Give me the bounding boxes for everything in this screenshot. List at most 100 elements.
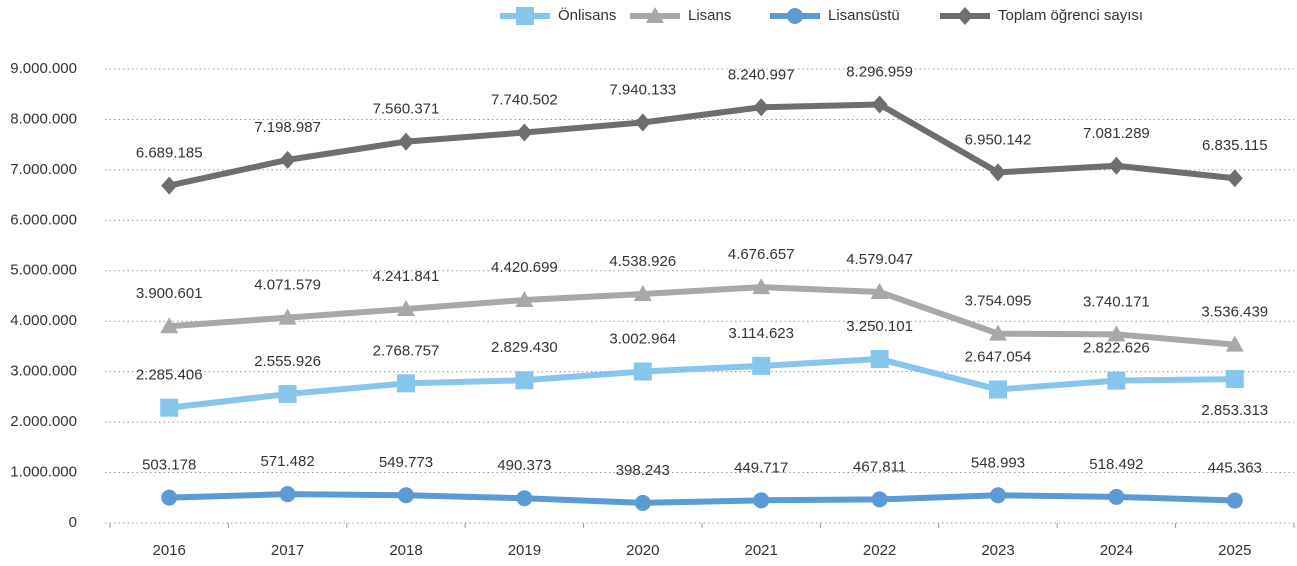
data-point [515,291,534,308]
data-point [752,356,771,375]
series-line [169,491,1235,506]
legend-label: Önlisans [558,6,616,24]
x-tick-label: 2016 [153,542,186,559]
data-label: 548.993 [971,454,1025,471]
data-point [1225,335,1244,352]
x-tick-label: 2022 [863,542,896,559]
data-point [1226,169,1243,188]
data-label: 2.768.757 [373,342,440,359]
data-label: 4.538.926 [609,253,676,270]
legend-label: Toplam öğrenci sayısı [998,7,1143,24]
data-point [870,350,889,369]
data-point [753,492,770,509]
data-label: 3.002.964 [609,330,676,347]
legend-label: Lisans [688,7,731,24]
x-tick-label: 2020 [626,542,659,559]
x-tick-label: 2017 [271,542,304,559]
data-point [1225,370,1244,389]
data-point [397,374,415,393]
data-label: 3.900.601 [136,285,203,302]
data-label: 7.198.987 [254,119,321,136]
data-point [516,490,533,507]
legend-marker [516,7,534,25]
data-point [397,300,415,317]
data-label: 6.835.115 [1202,137,1268,154]
y-tick-label: 8.000.000 [10,110,77,127]
data-point [278,385,297,404]
x-tick-label: 2023 [981,542,1014,559]
x-tick-label: 2021 [745,542,778,559]
data-point [1108,156,1125,175]
data-point [515,371,534,390]
y-tick-label: 9.000.000 [10,60,77,77]
data-label: 4.579.047 [846,251,913,268]
y-tick-label: 0 [69,514,77,531]
data-point [161,489,178,506]
data-point [278,308,297,325]
data-point [398,487,414,504]
data-point [989,380,1007,399]
y-tick-label: 7.000.000 [10,161,77,178]
data-label: 4.241.841 [373,268,440,285]
data-point [160,398,179,417]
data-label: 503.178 [142,457,196,474]
data-point [160,317,179,334]
data-point [633,362,652,381]
legend-marker [787,8,803,24]
data-label: 467.811 [853,458,906,475]
x-tick-label: 2019 [508,542,541,559]
data-label: 571.482 [260,453,314,470]
series-line [168,101,1236,189]
y-tick-label: 1.000.000 [10,464,77,481]
data-label: 7.940.133 [609,81,676,98]
data-point [279,150,296,169]
data-label: 7.560.371 [373,101,440,118]
data-point [634,494,651,511]
data-label: 2.853.313 [1201,402,1268,419]
data-point [870,283,889,300]
data-point [161,176,178,195]
data-point [871,95,888,114]
y-tick-label: 5.000.000 [10,262,77,279]
data-label: 3.250.101 [846,318,913,335]
series-line [168,284,1236,348]
data-label: 445.363 [1208,460,1262,477]
data-point [753,98,770,117]
data-label: 6.950.142 [965,131,1032,148]
data-label: 3.740.171 [1083,293,1150,310]
x-tick-label: 2025 [1218,542,1251,559]
data-point [871,491,888,508]
legend-label: Lisansüstü [828,7,900,24]
data-label: 3.536.439 [1201,304,1268,321]
data-point [1107,371,1126,390]
data-point [1107,325,1126,342]
data-label: 2.829.430 [491,339,558,356]
data-point [752,278,771,295]
data-label: 3.754.095 [965,293,1032,310]
data-point [1226,492,1243,509]
x-tick-label: 2024 [1100,542,1133,559]
data-point [279,486,296,503]
data-point [516,123,533,142]
data-label: 2.555.926 [254,353,321,370]
y-tick-label: 2.000.000 [10,413,77,430]
data-label: 4.676.657 [728,246,795,263]
x-tick-label: 2018 [389,542,422,559]
y-tick-label: 3.000.000 [10,363,77,380]
data-point [634,113,651,132]
data-label: 8.296.959 [846,63,913,80]
data-point [990,487,1006,504]
data-label: 490.373 [497,457,551,474]
series-line [168,356,1235,411]
data-label: 2.822.626 [1083,340,1150,357]
data-point [990,163,1006,182]
data-point [1108,488,1125,505]
data-label: 7.740.502 [491,92,558,109]
data-label: 518.492 [1089,456,1143,473]
data-point [989,324,1007,341]
data-label: 4.420.699 [491,259,558,276]
data-label: 449.717 [734,459,788,476]
data-label: 398.243 [616,462,670,479]
data-label: 6.689.185 [136,145,203,162]
